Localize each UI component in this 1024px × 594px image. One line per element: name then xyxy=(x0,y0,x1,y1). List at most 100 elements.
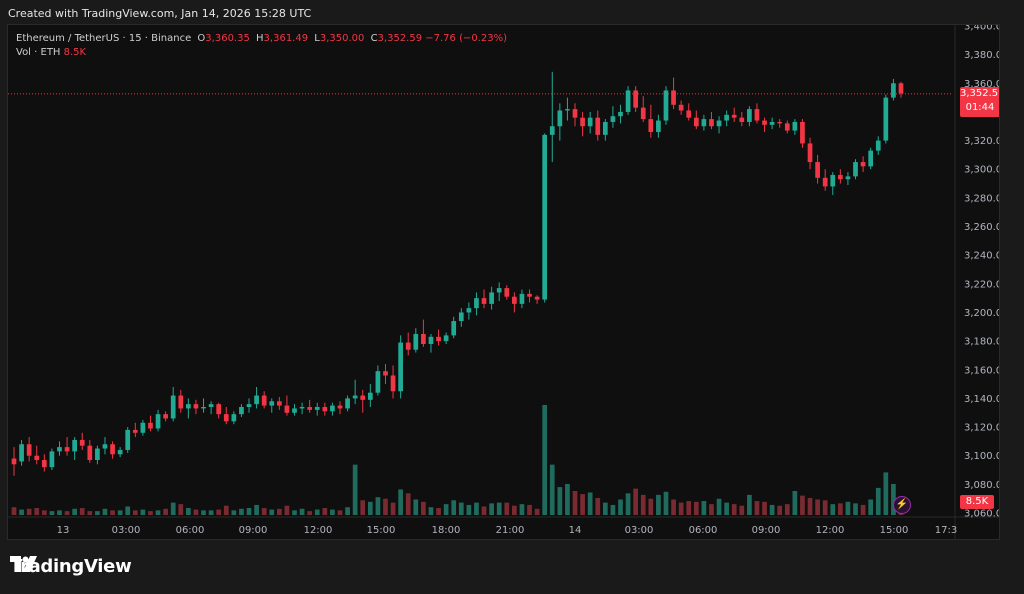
low-label: L xyxy=(314,33,320,44)
candle-body xyxy=(762,120,767,125)
volume-bar xyxy=(481,506,487,515)
candle-body xyxy=(428,336,434,344)
candle-body xyxy=(709,119,714,127)
candle-body xyxy=(72,439,77,452)
volume-bar xyxy=(117,510,123,515)
volume-bar xyxy=(527,504,532,515)
volume-bar xyxy=(367,501,373,515)
volume-legend-label[interactable]: Vol · ETH xyxy=(16,47,61,58)
symbol-title[interactable]: Ethereum / TetherUS · 15 · Binance xyxy=(16,33,192,44)
candle-body xyxy=(618,111,623,117)
volume-bar xyxy=(223,505,229,515)
chart-pane[interactable]: 3,400.003,380.003,360.003,340.003,320.00… xyxy=(7,24,1000,540)
brand-watermark[interactable]: TradingView xyxy=(10,556,132,577)
y-tick-label: 3,280.00 xyxy=(964,193,1000,204)
volume-bar xyxy=(360,500,366,515)
x-tick-label: 21:00 xyxy=(496,525,525,536)
candle-body xyxy=(868,150,874,167)
volume-bar xyxy=(216,509,222,515)
x-tick-label: 18:00 xyxy=(432,525,461,536)
x-tick-label: 15:00 xyxy=(367,525,396,536)
volume-bar xyxy=(610,504,616,515)
candle-body xyxy=(421,333,426,344)
candle-body xyxy=(413,333,419,350)
candle-body xyxy=(807,143,813,163)
volume-bar xyxy=(132,510,138,515)
volume-bar xyxy=(345,507,350,515)
candle-body xyxy=(451,321,457,336)
candle-body xyxy=(125,429,131,450)
volume-bar xyxy=(307,511,313,515)
candle-body xyxy=(276,401,282,406)
volume-bar xyxy=(731,504,737,515)
volume-bar xyxy=(830,504,836,515)
candle-body xyxy=(724,114,729,121)
candle-body xyxy=(838,174,843,180)
volume-bar xyxy=(853,503,858,515)
candlestick-chart[interactable]: 3,400.003,380.003,360.003,340.003,320.00… xyxy=(8,25,1000,540)
x-tick-label: 03:00 xyxy=(625,525,654,536)
volume-bar xyxy=(800,495,805,515)
lightning-icon[interactable]: ⚡ xyxy=(893,496,911,514)
volume-bar xyxy=(686,501,692,515)
volume-bar xyxy=(838,503,843,515)
candle-body xyxy=(777,121,783,124)
volume-bar xyxy=(663,491,669,515)
bar-countdown: 01:44 xyxy=(965,102,995,113)
volume-bar xyxy=(693,501,699,515)
candle-body xyxy=(436,336,441,342)
candle-body xyxy=(549,126,555,135)
candle-body xyxy=(891,83,896,98)
volume-bar xyxy=(421,501,426,515)
candle-body xyxy=(140,422,146,433)
volume-bar xyxy=(519,504,525,515)
candle-body xyxy=(443,335,449,342)
volume-bar xyxy=(413,499,419,515)
candle-body xyxy=(557,110,563,127)
candle-body xyxy=(216,404,222,415)
y-tick-label: 3,180.00 xyxy=(964,337,1000,348)
volume-bar xyxy=(322,508,328,515)
volume-bar xyxy=(41,510,47,515)
y-tick-label: 3,300.00 xyxy=(964,165,1000,176)
volume-bar xyxy=(875,487,881,515)
high-label: H xyxy=(256,33,264,44)
candle-body xyxy=(261,395,267,406)
candle-body xyxy=(322,407,328,412)
volume-bar xyxy=(747,494,752,515)
close-value: 3,352.59 xyxy=(377,33,423,44)
y-tick-label: 3,060.00 xyxy=(964,509,1000,520)
tradingview-logo xyxy=(10,556,37,572)
volume-bar xyxy=(246,508,252,515)
volume-bar xyxy=(57,510,62,515)
candle-body xyxy=(640,107,646,120)
volume-bar xyxy=(148,511,153,515)
candle-body xyxy=(474,298,479,309)
candle-body xyxy=(754,109,760,121)
volume-bar xyxy=(815,499,820,515)
candle-body xyxy=(716,120,722,127)
volume-bar xyxy=(436,508,441,515)
candle-body xyxy=(860,162,866,167)
candle-body xyxy=(57,447,62,452)
candle-body xyxy=(527,293,532,297)
y-tick-label: 3,100.00 xyxy=(964,451,1000,462)
candle-body xyxy=(701,119,707,127)
candle-body xyxy=(542,134,548,300)
volume-bar xyxy=(557,487,563,515)
volume-bar xyxy=(466,504,472,515)
candle-body xyxy=(193,404,199,409)
y-tick-label: 3,140.00 xyxy=(964,394,1000,405)
candle-body xyxy=(307,407,313,410)
candle-body xyxy=(41,460,47,468)
x-tick-label: 03:00 xyxy=(112,525,141,536)
candle-body xyxy=(34,455,40,461)
brand-name: TradingView xyxy=(10,556,132,577)
candle-body xyxy=(360,395,366,400)
volume-bar xyxy=(565,484,570,515)
volume-bar xyxy=(496,502,502,515)
candle-body xyxy=(769,121,775,125)
volume-bar xyxy=(375,497,381,515)
volume-bar xyxy=(633,488,639,515)
candle-body xyxy=(64,447,70,452)
